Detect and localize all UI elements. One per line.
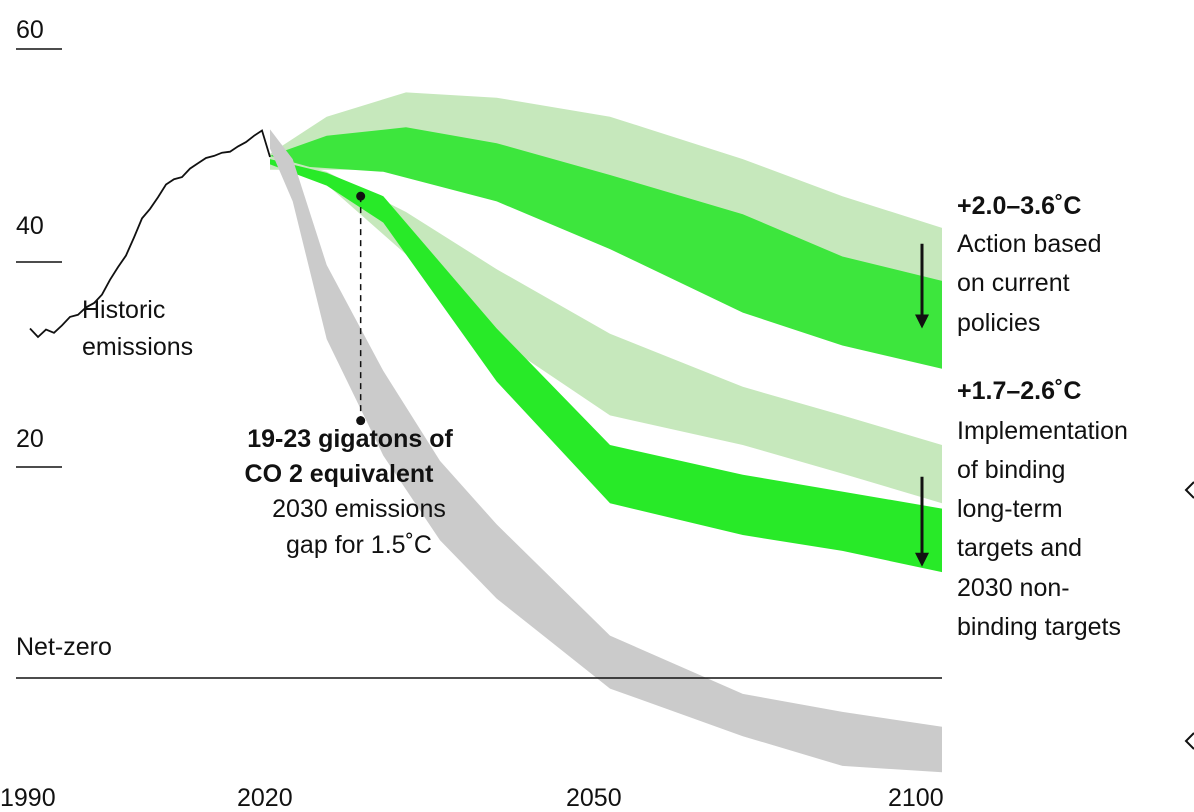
x-tick-label: 2100 bbox=[888, 784, 944, 812]
historic-label: Historic bbox=[82, 296, 165, 324]
gap-annotation-text: gap for 1.5˚C bbox=[286, 531, 432, 559]
gap-annotation-bold: 19-23 gigatons of bbox=[247, 425, 453, 453]
band-targets_inner bbox=[270, 159, 942, 573]
scenario-arrows bbox=[915, 243, 929, 567]
band-targets_outer bbox=[270, 155, 942, 504]
y-tick-label: 40 bbox=[16, 212, 44, 240]
scenario-title: +1.7–2.6˚C bbox=[957, 377, 1081, 405]
offscreen-arrow-icon bbox=[1184, 732, 1194, 750]
scenario-desc: on current bbox=[957, 269, 1070, 297]
scenario-desc: Implementation bbox=[957, 417, 1128, 445]
historic-emissions-line bbox=[29, 129, 271, 339]
gap-annotation-bold: CO 2 equivalent bbox=[245, 460, 435, 488]
scenario-desc: binding targets bbox=[957, 613, 1121, 641]
band-pathway_1_5C bbox=[270, 129, 942, 773]
gap-marker-dot bbox=[356, 191, 366, 201]
down-arrow-head-icon bbox=[915, 314, 929, 329]
scenario-desc: Action based bbox=[957, 230, 1102, 258]
historic-label: emissions bbox=[82, 333, 193, 361]
scenario-desc: long-term bbox=[957, 495, 1063, 523]
x-tick-label: 1990 bbox=[0, 784, 56, 812]
x-tick-label: 2020 bbox=[237, 784, 293, 812]
scenario-desc: policies bbox=[957, 309, 1040, 337]
net-zero-label: Net-zero bbox=[16, 633, 112, 661]
band-current_policies_inner bbox=[270, 127, 942, 369]
y-tick-label: 20 bbox=[16, 425, 44, 453]
scenario-bands bbox=[270, 92, 942, 773]
scenario-desc: targets and bbox=[957, 534, 1082, 562]
gap-annotation-text: 2030 emissions bbox=[272, 495, 446, 523]
scenario-desc: 2030 non- bbox=[957, 574, 1070, 602]
offscreen-arrow-icon bbox=[1184, 481, 1194, 499]
x-tick-label: 2050 bbox=[566, 784, 622, 812]
down-arrow-head-icon bbox=[915, 552, 929, 567]
scenario-title: +2.0–3.6˚C bbox=[957, 192, 1081, 220]
y-tick-label: 60 bbox=[16, 16, 44, 44]
gap-marker-dot bbox=[356, 416, 366, 426]
scenario-desc: of binding bbox=[957, 456, 1065, 484]
